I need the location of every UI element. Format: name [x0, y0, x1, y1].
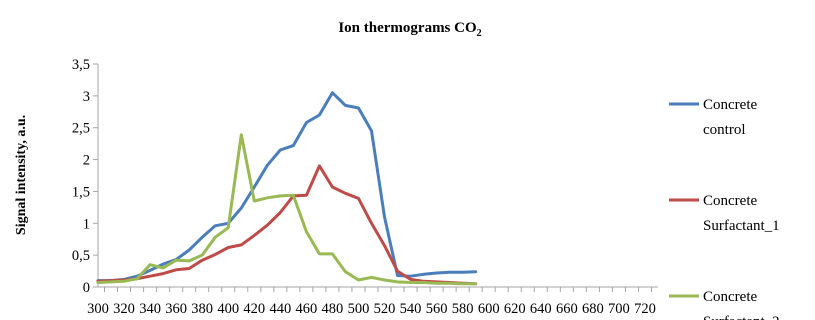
x-tick-label: 360	[165, 301, 187, 317]
y-tick-label: 3,5	[72, 57, 90, 73]
x-tick-label: 640	[530, 301, 552, 317]
x-tick-label: 340	[139, 301, 161, 317]
y-tick-label: 1	[83, 216, 90, 232]
y-ticks: 0 0,5 1 1,5 2 2,5 3 3,5	[72, 57, 98, 296]
x-tick-label: 420	[243, 301, 265, 317]
x-tick-label: 460	[295, 301, 317, 317]
series-lines	[96, 91, 478, 286]
x-tick-label: 540	[400, 301, 422, 317]
x-tick-label: 720	[634, 301, 656, 317]
x-tick-label: 520	[374, 301, 396, 317]
x-tick-label: 660	[556, 301, 578, 317]
x-tick-label: 440	[269, 301, 291, 317]
x-tick-label: 320	[113, 301, 135, 317]
x-tick-label: 500	[348, 301, 370, 317]
x-tick-label: 400	[217, 301, 239, 317]
x-ticks: 300 320 340 360 380 400 420 440 460 480 500 520 540 5…	[87, 287, 656, 317]
legend-item-2: Concrete Surfactant_1	[669, 193, 780, 234]
y-tick-label: 3	[83, 89, 90, 105]
chart-title-main: Ion thermograms CO	[338, 20, 476, 36]
x-tick-label: 580	[452, 301, 474, 317]
series-line-1	[96, 91, 478, 283]
y-tick-label: 1,5	[72, 184, 90, 200]
legend-label: Concrete Surfactant_1	[703, 193, 780, 234]
x-tick-label: 300	[87, 301, 109, 317]
y-tick-label: 2,5	[72, 121, 90, 137]
x-tick-label: 620	[504, 301, 526, 317]
y-tick-label: 0	[83, 280, 90, 296]
legend: Concrete control Concrete Surfactant_1 Concr…	[669, 97, 780, 320]
y-tick-label: 0,5	[72, 248, 90, 264]
y-tick-label: 2	[83, 153, 90, 169]
x-tick-label: 680	[582, 301, 604, 317]
x-tick-label: 700	[608, 301, 630, 317]
x-tick-label: 600	[478, 301, 500, 317]
x-tick-label: 480	[322, 301, 344, 317]
series-line-3	[96, 133, 478, 286]
legend-item-1: Concrete control	[669, 97, 757, 138]
y-axis-label: Signal intensity, a.u.	[14, 115, 29, 235]
chart-title: Ion thermograms CO2	[338, 20, 481, 39]
x-tick-label: 560	[426, 301, 448, 317]
x-tick-label: 380	[191, 301, 213, 317]
chart-title-subscript: 2	[477, 28, 482, 39]
series-line-2	[96, 164, 478, 286]
legend-label: Concrete control	[703, 97, 757, 138]
